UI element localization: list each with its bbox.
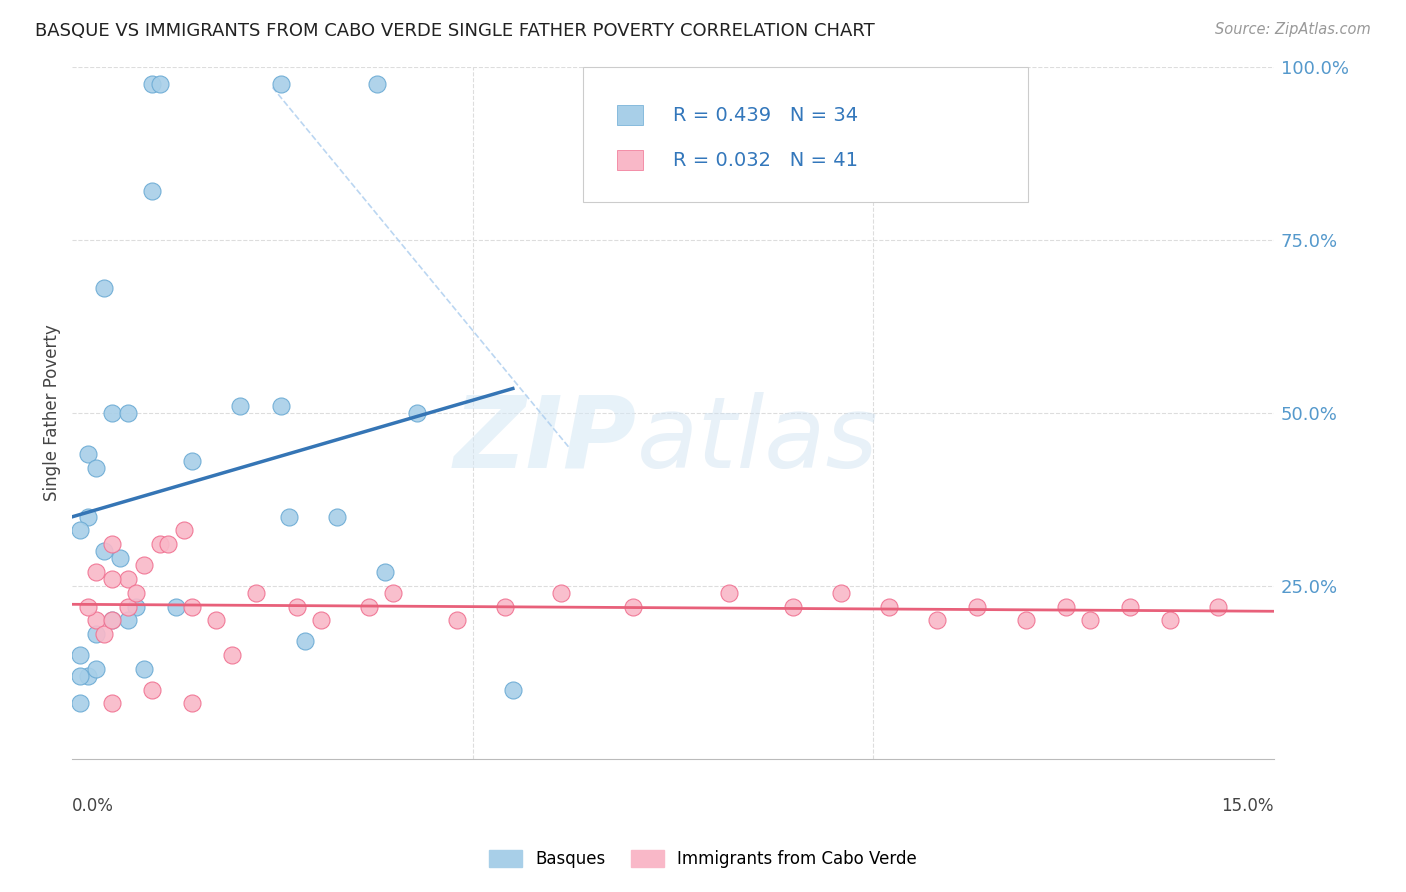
Point: [782, 599, 804, 614]
Point: [446, 613, 468, 627]
Point: [550, 585, 572, 599]
Point: [134, 662, 156, 676]
Text: BASQUE VS IMMIGRANTS FROM CABO VERDE SINGLE FATHER POVERTY CORRELATION CHART: BASQUE VS IMMIGRANTS FROM CABO VERDE SIN…: [35, 22, 875, 40]
Point: [1159, 613, 1181, 627]
Point: [277, 509, 299, 524]
Point: [270, 77, 292, 91]
Point: [77, 509, 100, 524]
Point: [366, 77, 388, 91]
Point: [117, 572, 139, 586]
Point: [84, 613, 107, 627]
Point: [77, 599, 100, 614]
Point: [1054, 599, 1077, 614]
Point: [84, 565, 107, 579]
Point: [181, 454, 204, 468]
Y-axis label: Single Father Poverty: Single Father Poverty: [44, 325, 60, 501]
Point: [718, 585, 741, 599]
Point: [879, 599, 901, 614]
Text: Source: ZipAtlas.com: Source: ZipAtlas.com: [1215, 22, 1371, 37]
Point: [502, 682, 524, 697]
Point: [125, 585, 148, 599]
Point: [69, 648, 91, 662]
Point: [117, 599, 139, 614]
Point: [381, 585, 404, 599]
Point: [101, 613, 124, 627]
Point: [101, 697, 124, 711]
Point: [621, 599, 644, 614]
Point: [69, 697, 91, 711]
Point: [405, 406, 427, 420]
Point: [117, 613, 139, 627]
Point: [270, 399, 292, 413]
Point: [141, 682, 163, 697]
FancyBboxPatch shape: [617, 105, 644, 125]
Point: [309, 613, 332, 627]
Point: [101, 572, 124, 586]
Point: [84, 461, 107, 475]
Point: [181, 697, 204, 711]
Point: [117, 406, 139, 420]
Point: [84, 662, 107, 676]
Point: [245, 585, 267, 599]
Point: [157, 537, 180, 551]
Point: [830, 585, 852, 599]
Point: [927, 613, 949, 627]
Point: [221, 648, 243, 662]
Point: [165, 599, 187, 614]
Point: [125, 599, 148, 614]
Point: [966, 599, 988, 614]
Point: [101, 537, 124, 551]
Point: [285, 599, 308, 614]
Point: [141, 77, 163, 91]
Text: atlas: atlas: [637, 392, 879, 489]
Point: [69, 669, 91, 683]
Text: 0.0%: 0.0%: [72, 797, 114, 815]
Point: [141, 184, 163, 198]
Point: [77, 669, 100, 683]
Point: [229, 399, 252, 413]
Point: [181, 599, 204, 614]
Text: R = 0.032   N = 41: R = 0.032 N = 41: [673, 151, 858, 169]
Point: [1078, 613, 1101, 627]
Point: [1206, 599, 1229, 614]
Point: [173, 524, 195, 538]
Point: [149, 77, 172, 91]
Point: [110, 551, 132, 566]
Point: [357, 599, 380, 614]
Point: [149, 537, 172, 551]
FancyBboxPatch shape: [583, 67, 1028, 202]
Point: [77, 447, 100, 461]
Point: [205, 613, 228, 627]
Point: [325, 509, 347, 524]
Point: [494, 599, 516, 614]
Point: [101, 406, 124, 420]
Point: [84, 627, 107, 641]
Text: ZIP: ZIP: [454, 392, 637, 489]
Point: [374, 565, 396, 579]
Point: [93, 544, 115, 558]
Point: [93, 627, 115, 641]
Point: [134, 558, 156, 572]
Point: [1118, 599, 1140, 614]
Point: [69, 524, 91, 538]
Legend: Basques, Immigrants from Cabo Verde: Basques, Immigrants from Cabo Verde: [482, 843, 924, 875]
Point: [294, 634, 316, 648]
Point: [93, 281, 115, 295]
Point: [1014, 613, 1036, 627]
Text: 15.0%: 15.0%: [1222, 797, 1274, 815]
FancyBboxPatch shape: [617, 151, 644, 169]
Point: [101, 613, 124, 627]
Text: R = 0.439   N = 34: R = 0.439 N = 34: [673, 105, 858, 125]
